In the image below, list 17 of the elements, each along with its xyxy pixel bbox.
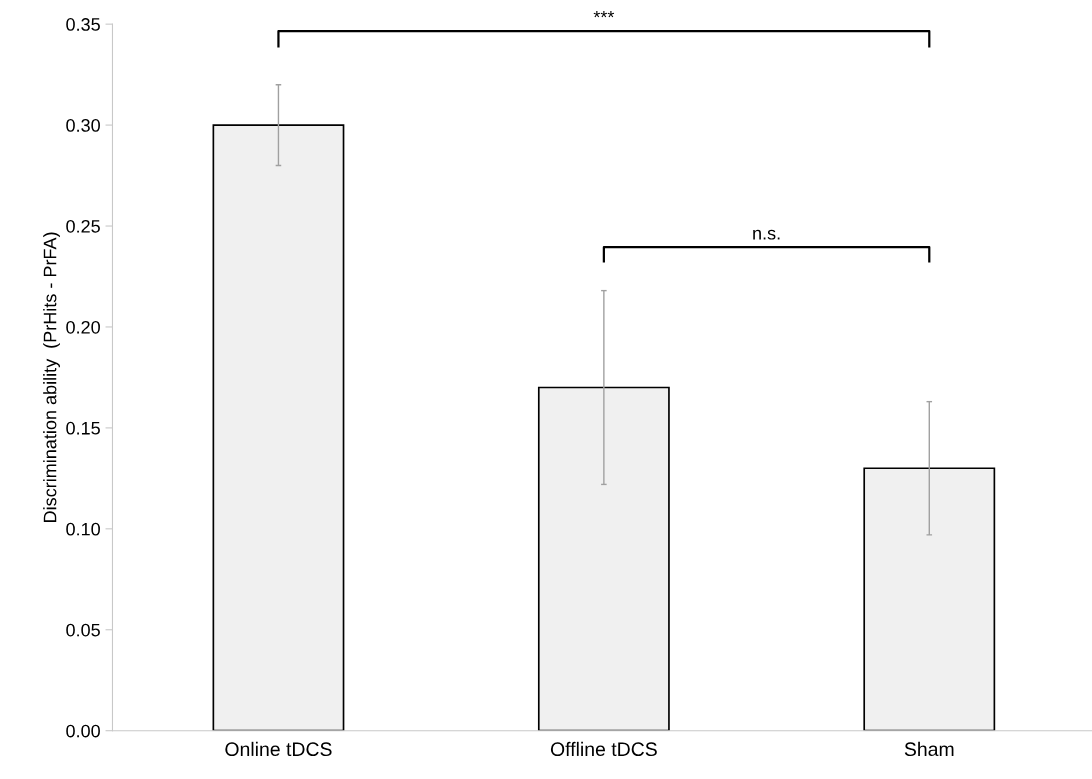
annotation: n.s. (753, 229, 780, 240)
y-tick-label: 0.10 (66, 522, 100, 536)
y-tick-label: 0.35 (66, 18, 100, 31)
x-tick-label: Offline tDCS (550, 741, 657, 757)
text: *** (593, 11, 615, 18)
bar (212, 124, 345, 731)
x-tick-label: Online tDCS (225, 741, 332, 757)
y-tick-label: 0.05 (66, 623, 100, 637)
y-tick-label: 0.30 (66, 119, 100, 132)
bar (863, 467, 996, 731)
y-tick-label: 0.20 (66, 320, 100, 334)
y-tick-label: 0.25 (66, 219, 100, 233)
x-tick-label: Sham (904, 741, 954, 757)
y-tick-label: 0.15 (66, 421, 100, 435)
bar (537, 386, 670, 731)
y-tick-label: 0.00 (66, 724, 100, 738)
y-axis-title: Discrimination ability (PrHits - PrFA) (43, 232, 60, 522)
